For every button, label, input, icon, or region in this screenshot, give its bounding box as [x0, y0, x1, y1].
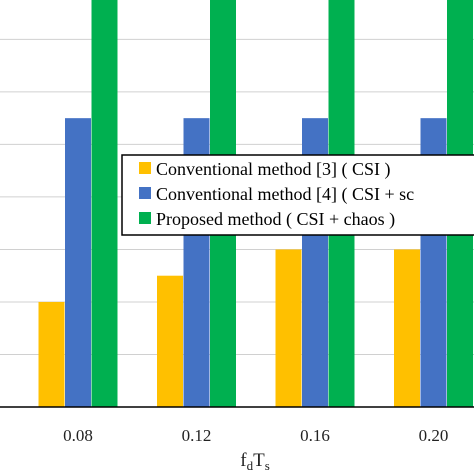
- legend-swatch-3: [139, 212, 151, 224]
- bar-series-1-0.16: [275, 249, 302, 407]
- legend-box: [121, 154, 474, 236]
- x-tick-label: 0.12: [182, 426, 212, 445]
- x-tick-label: 0.16: [300, 426, 330, 445]
- legend-entry-3: Proposed method ( CSI + chaos ): [139, 209, 395, 230]
- x-tick-label: 0.20: [419, 426, 449, 445]
- legend-label-2: Conventional method [4] ( CSI + sc: [156, 184, 414, 205]
- x-axis-title: fdTs: [240, 450, 270, 473]
- x-tick-labels: 0.08 0.12 0.16 0.20: [63, 426, 448, 445]
- legend-entry-1: Conventional method [3] ( CSI ): [139, 159, 390, 180]
- legend-label-1: Conventional method [3] ( CSI ): [156, 159, 390, 180]
- legend-swatch-1: [139, 162, 151, 174]
- legend: Conventional method [3] ( CSI ) Conventi…: [121, 154, 474, 236]
- bar-series-1-0.12: [157, 275, 183, 407]
- x-tick-label: 0.08: [63, 426, 93, 445]
- bar-series-2-0.08: [65, 118, 91, 408]
- legend-swatch-2: [139, 187, 151, 199]
- bar-series-1-0.08: [38, 301, 65, 407]
- legend-label-3: Proposed method ( CSI + chaos ): [156, 209, 395, 230]
- bar-series-3-0.08: [91, 0, 118, 407]
- legend-entry-2: Conventional method [4] ( CSI + sc: [139, 184, 414, 205]
- bar-series-1-0.20: [394, 249, 420, 407]
